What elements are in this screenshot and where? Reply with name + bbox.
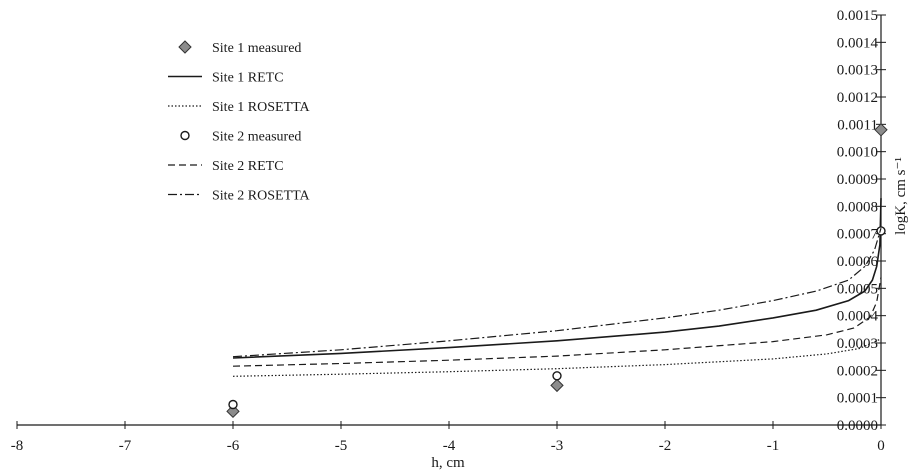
data-point — [228, 399, 238, 410]
legend-label: Site 2 measured — [212, 130, 301, 145]
y-tick-label: 0.0007 — [837, 227, 879, 243]
y-tick-label: 0.0010 — [837, 145, 878, 161]
y-tick-label: 0.0005 — [837, 281, 878, 297]
y-tick-label: 0.0015 — [837, 8, 878, 24]
y-tick-label: 0.0004 — [837, 309, 879, 325]
series-line — [232, 228, 882, 358]
data-point — [876, 226, 886, 236]
x-tick-label: -1 — [767, 438, 780, 454]
x-tick-label: -5 — [335, 438, 348, 454]
legend-marker-swatch — [180, 130, 190, 141]
data-point — [550, 378, 564, 393]
data-point — [226, 404, 240, 419]
data-point — [874, 123, 888, 137]
axes: -8 -7 -6 -5 -4 -3 -2 -1 0 0.0000 0.0001 0.0002 0.000… — [11, 8, 886, 454]
y-tick-label: 0.0013 — [837, 63, 878, 79]
x-tick-label: 0 — [877, 438, 885, 454]
legend-item: Site 1 measured — [178, 40, 301, 56]
legend-item: Site 2 ROSETTA — [168, 189, 311, 204]
series-3 — [228, 226, 886, 410]
series-0 — [226, 123, 888, 419]
x-tick-label: -4 — [443, 438, 456, 454]
series-layer — [226, 123, 888, 419]
series-2 — [232, 338, 882, 377]
legend-label: Site 2 ROSETTA — [212, 189, 311, 204]
x-tick-label: -3 — [551, 438, 564, 454]
y-tick-label: 0.0000 — [837, 418, 878, 434]
legend-label: Site 1 measured — [212, 41, 301, 56]
x-tick-label: -2 — [659, 438, 672, 454]
legend-item: Site 2 RETC — [168, 159, 284, 174]
legend-item: Site 2 measured — [180, 130, 301, 145]
legend-item: Site 1 ROSETTA — [168, 100, 311, 115]
series-5 — [232, 228, 882, 358]
y-tick-label: 0.0012 — [837, 90, 878, 106]
y-axis-label: logK, cm s⁻¹ — [893, 157, 909, 235]
legend: Site 1 measured Site 1 RETC Site 1 ROSETTA… — [168, 40, 311, 204]
series-4 — [232, 277, 882, 367]
legend-label: Site 2 RETC — [212, 159, 284, 174]
y-tick-label: 0.0002 — [837, 363, 878, 379]
y-tick-label: 0.0006 — [837, 254, 879, 270]
legend-item: Site 1 RETC — [168, 71, 284, 86]
series-line — [232, 198, 882, 359]
y-tick-label: 0.0011 — [837, 117, 878, 133]
series-line — [232, 338, 882, 377]
y-tick-label: 0.0014 — [837, 35, 879, 51]
legend-label: Site 1 ROSETTA — [212, 100, 311, 115]
y-tick-label: 0.0003 — [837, 336, 878, 352]
y-tick-label: 0.0001 — [837, 391, 878, 407]
x-axis-label: h, cm — [431, 455, 465, 471]
y-tick-label: 0.0009 — [837, 172, 878, 188]
legend-label: Site 1 RETC — [212, 71, 284, 86]
x-tick-label: -6 — [227, 438, 240, 454]
x-tick-label: -8 — [11, 438, 24, 454]
legend-marker-swatch — [178, 40, 192, 54]
x-tick-label: -7 — [119, 438, 132, 454]
data-point — [552, 371, 562, 381]
series-line — [232, 277, 882, 367]
series-1 — [232, 198, 882, 359]
y-tick-label: 0.0008 — [837, 199, 878, 215]
